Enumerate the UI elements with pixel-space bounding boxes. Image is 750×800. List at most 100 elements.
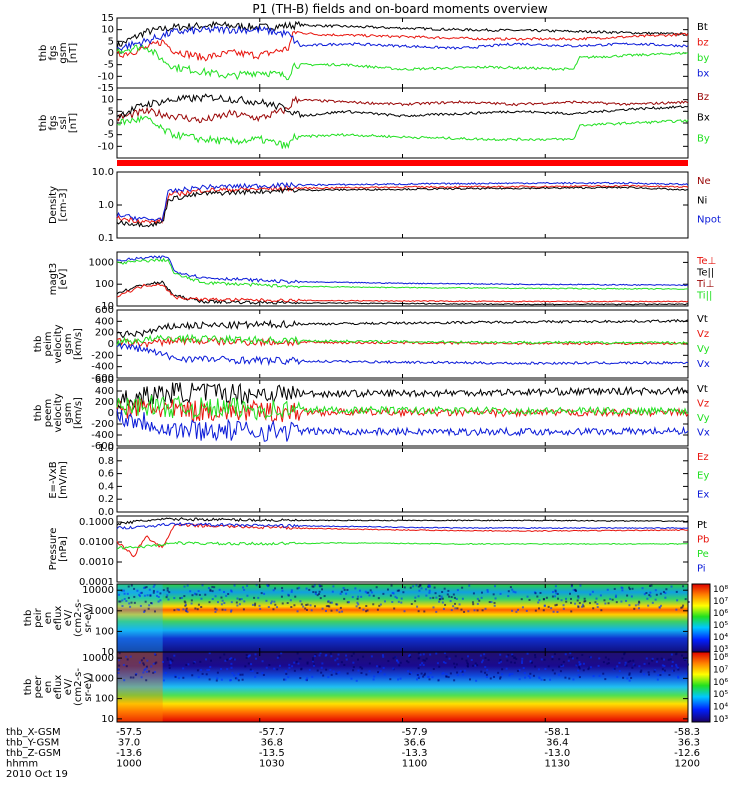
spectrogram-speckle: [332, 670, 335, 673]
ytick-label: 0.0001: [79, 577, 114, 588]
spectrogram-speckle: [490, 601, 493, 604]
series-line-by: [116, 44, 689, 81]
spectrogram-speckle: [407, 654, 410, 657]
spectrogram-speckle: [299, 677, 302, 680]
spectrogram-speckle: [318, 654, 321, 657]
spectrogram-speckle: [450, 609, 453, 612]
spectrogram-speckle: [416, 678, 419, 681]
spectrogram-speckle: [233, 674, 236, 677]
spectrogram-speckle: [313, 655, 316, 658]
spectrogram-speckle: [130, 601, 133, 604]
legend-entry: Ti||: [696, 291, 712, 302]
ylabel-line: [km/s]: [73, 397, 84, 429]
spectrogram-speckle: [662, 590, 665, 593]
ytick-label: 0.1: [98, 233, 114, 244]
spectrogram-speckle: [668, 673, 671, 676]
spectrogram-speckle: [527, 674, 530, 677]
spectrogram-speckle: [476, 597, 479, 600]
spectrogram-speckle: [341, 610, 344, 613]
spectrogram-speckle: [148, 670, 151, 673]
spectrogram-speckle: [130, 584, 133, 587]
spectrogram-speckle: [417, 667, 420, 670]
ytick-label: 0: [108, 48, 114, 59]
spectrogram-speckle: [242, 608, 245, 611]
spectrogram-speckle: [398, 589, 401, 592]
spectrogram-speckle: [263, 592, 266, 595]
spectrogram-speckle: [360, 672, 363, 675]
spectrogram-speckle: [337, 663, 340, 666]
spectrogram-speckle: [628, 586, 631, 589]
spectrogram-speckle: [549, 678, 552, 681]
spectrogram-speckle: [682, 604, 685, 607]
spectrogram-speckle: [449, 672, 452, 675]
spectrogram-speckle: [534, 665, 537, 668]
spectrogram-speckle: [376, 665, 379, 668]
spectrogram-speckle: [123, 592, 126, 595]
spectrogram-speckle: [582, 605, 585, 608]
spectrogram-speckle: [663, 665, 666, 668]
spectrogram-speckle: [365, 604, 368, 607]
spectrogram-speckle: [125, 655, 128, 658]
spectrogram-speckle: [329, 652, 332, 655]
spectrogram-speckle: [122, 589, 125, 592]
spectrogram-speckle: [325, 653, 328, 656]
spectrogram-speckle: [410, 602, 413, 605]
spectrogram-speckle: [649, 595, 652, 598]
spectrogram-speckle: [174, 674, 177, 677]
spectrogram-speckle: [615, 601, 618, 604]
spectrogram-speckle: [211, 585, 214, 588]
spectrogram-speckle: [332, 585, 335, 588]
spectrogram-speckle: [417, 610, 420, 613]
spectrogram-speckle: [472, 664, 475, 667]
spectrogram-speckle: [117, 668, 120, 671]
spectrogram-speckle: [660, 657, 663, 660]
spectrogram-speckle: [439, 598, 442, 601]
spectrogram-speckle: [435, 596, 438, 599]
spectrogram-speckle: [320, 666, 323, 669]
spectrogram-speckle: [592, 675, 595, 678]
spectrogram-speckle: [463, 669, 466, 672]
spectrogram-speckle: [356, 597, 359, 600]
spectrogram-speckle: [286, 602, 289, 605]
spectrogram-speckle: [606, 588, 609, 591]
spectrogram-speckle: [458, 603, 461, 606]
spectrogram-speckle: [429, 653, 432, 656]
spectrogram-speckle: [223, 591, 226, 594]
ytick-label: 10000: [82, 653, 114, 664]
ylabel-line: eflux: [53, 606, 64, 631]
spectrogram-speckle: [423, 674, 426, 677]
ytick-label: 10.0: [92, 167, 114, 178]
spectrogram-speckle: [647, 671, 650, 674]
spectrogram-speckle: [365, 673, 368, 676]
spectrogram-speckle: [394, 595, 397, 598]
spectrogram-speckle: [418, 675, 421, 678]
series-line-Vx: [116, 408, 689, 442]
spectrogram-speckle: [166, 594, 169, 597]
spectrogram-speckle: [142, 671, 145, 674]
spectrogram-speckle: [589, 593, 592, 596]
spectrogram-speckle: [463, 610, 466, 613]
spectrogram-speckle: [169, 660, 172, 663]
spectrogram-speckle: [449, 600, 452, 603]
spectrogram-speckle: [589, 656, 592, 659]
ephemeris-value: -13.5: [259, 748, 285, 759]
spectrogram-speckle: [335, 672, 338, 675]
legend-entry: Ez: [697, 452, 709, 463]
legend-entry: Vt: [697, 314, 708, 325]
spectrogram-speckle: [118, 652, 121, 655]
ytick-label: 1.0: [98, 200, 114, 211]
spectrogram-speckle: [230, 609, 233, 612]
spectrogram-speckle: [628, 679, 631, 682]
spectrogram-speckle: [205, 658, 208, 661]
panel-frame: [116, 515, 689, 583]
spectrogram-speckle: [670, 653, 673, 656]
ylabel: magt3 [eV]: [48, 263, 69, 296]
legend-entry: Vt: [697, 384, 708, 395]
ytick-label: -5: [104, 60, 114, 71]
spectrogram-speckle: [246, 594, 249, 597]
spectrogram-speckle: [330, 673, 333, 676]
spectrogram-speckle: [512, 590, 515, 593]
spectrogram-speckle: [556, 610, 559, 613]
spectrogram-speckle: [582, 662, 585, 665]
